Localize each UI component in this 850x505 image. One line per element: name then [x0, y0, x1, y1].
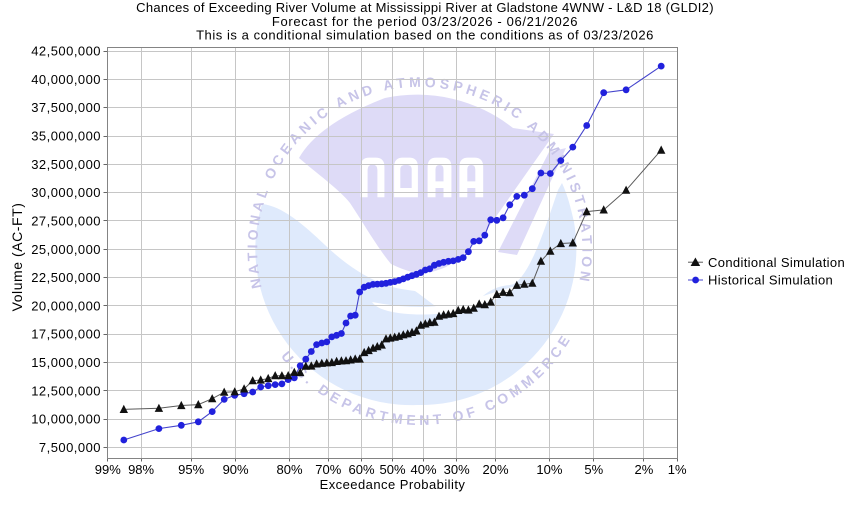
- svg-text:20%: 20%: [482, 462, 508, 477]
- svg-text:Conditional Simulation: Conditional Simulation: [708, 255, 845, 270]
- svg-text:10,000,000: 10,000,000: [31, 412, 101, 427]
- svg-text:12,500,000: 12,500,000: [31, 383, 101, 398]
- svg-text:10%: 10%: [536, 462, 562, 477]
- svg-text:30,000,000: 30,000,000: [31, 185, 101, 200]
- svg-text:2%: 2%: [635, 462, 654, 477]
- svg-text:42,500,000: 42,500,000: [31, 44, 101, 59]
- svg-text:15,000,000: 15,000,000: [31, 355, 101, 370]
- svg-text:30%: 30%: [444, 462, 470, 477]
- svg-text:90%: 90%: [223, 462, 249, 477]
- svg-text:22,500,000: 22,500,000: [31, 270, 101, 285]
- svg-text:20,000,000: 20,000,000: [31, 298, 101, 313]
- svg-text:Historical Simulation: Historical Simulation: [708, 273, 833, 288]
- svg-text:99%: 99%: [95, 462, 121, 477]
- svg-text:70%: 70%: [315, 462, 341, 477]
- svg-text:40,000,000: 40,000,000: [31, 72, 101, 87]
- svg-text:25,000,000: 25,000,000: [31, 242, 101, 257]
- svg-text:17,500,000: 17,500,000: [31, 327, 101, 342]
- svg-text:Exceedance Probability: Exceedance Probability: [320, 477, 466, 492]
- svg-text:37,500,000: 37,500,000: [31, 100, 101, 115]
- svg-text:7,500,000: 7,500,000: [39, 440, 101, 455]
- svg-text:Chances of Exceeding River Vol: Chances of Exceeding River Volume at Mis…: [136, 0, 714, 15]
- svg-text:35,000,000: 35,000,000: [31, 129, 101, 144]
- svg-text:80%: 80%: [276, 462, 302, 477]
- svg-text:Volume (AC-FT): Volume (AC-FT): [9, 203, 25, 312]
- svg-text:40%: 40%: [410, 462, 436, 477]
- svg-text:32,500,000: 32,500,000: [31, 157, 101, 172]
- svg-text:1%: 1%: [668, 462, 687, 477]
- svg-text:98%: 98%: [128, 462, 154, 477]
- svg-text:50%: 50%: [379, 462, 405, 477]
- svg-text:27,500,000: 27,500,000: [31, 214, 101, 229]
- svg-text:5%: 5%: [584, 462, 603, 477]
- svg-text:95%: 95%: [178, 462, 204, 477]
- svg-text:Forecast for the period 03/23/: Forecast for the period 03/23/2026 - 06/…: [272, 14, 578, 29]
- svg-text:60%: 60%: [348, 462, 374, 477]
- svg-text:This is a conditional simulati: This is a conditional simulation based o…: [196, 28, 654, 43]
